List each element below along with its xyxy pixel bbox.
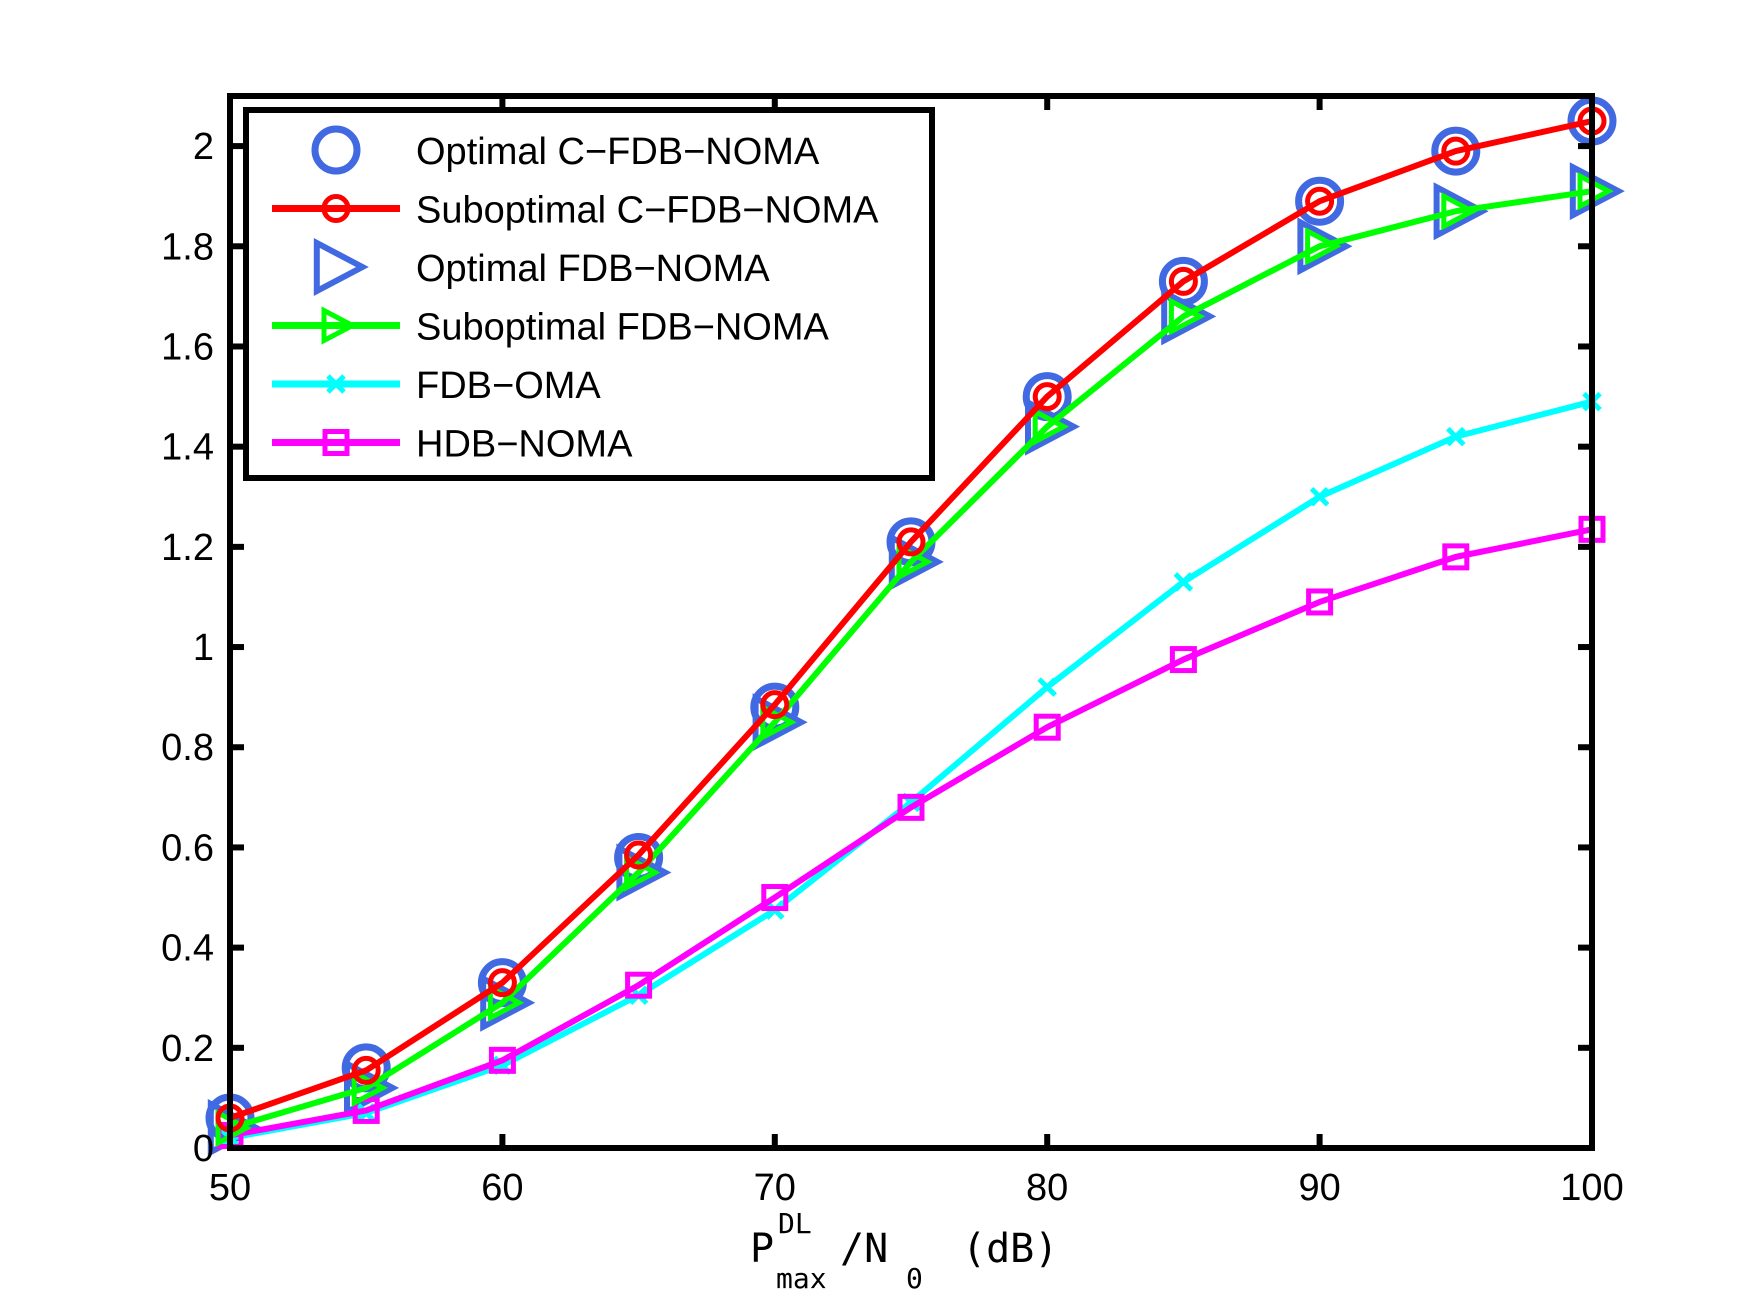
legend: Optimal C−FDB−NOMA Suboptimal C−FDB−NOMA O… bbox=[243, 107, 935, 481]
legend-marker bbox=[313, 238, 369, 296]
y-tick-label: 1.8 bbox=[161, 226, 214, 268]
series-1-point bbox=[1431, 126, 1481, 176]
series-3-point bbox=[1433, 182, 1489, 241]
legend-label: Optimal C−FDB−NOMA bbox=[416, 131, 820, 173]
legend-entry-2: Suboptimal C−FDB−NOMA bbox=[272, 190, 879, 232]
series-2-point bbox=[624, 840, 654, 870]
legend-entry-5: FDB−OMA bbox=[272, 365, 601, 407]
series-layer bbox=[205, 96, 1625, 1157]
legend-marker bbox=[321, 194, 351, 223]
legend-label: Suboptimal FDB−NOMA bbox=[416, 307, 830, 349]
y-tick-label: 0.4 bbox=[161, 928, 214, 970]
axes-layer: 50 60 70 80 90 100 0 0.2 0.4 0.6 0.8 1 1.2 1.4 1.6 1.8 2 bbox=[161, 93, 1624, 1209]
x-axis-label: P DL max /N 0 (dB) bbox=[750, 1207, 1058, 1295]
legend-box bbox=[243, 107, 935, 481]
series-2-point bbox=[896, 527, 926, 557]
legend-entry-6: HDB−NOMA bbox=[272, 424, 633, 466]
x-axis-label-superscript: DL bbox=[778, 1207, 812, 1240]
series-5-point bbox=[1037, 677, 1057, 697]
x-axis-label-unit: (dB) bbox=[962, 1226, 1058, 1272]
series-3-point bbox=[1025, 397, 1081, 456]
series-6-line bbox=[229, 526, 1593, 1139]
series-4-point bbox=[1168, 297, 1206, 336]
legend-label: Suboptimal C−FDB−NOMA bbox=[416, 190, 879, 232]
x-axis-label-subscript: max bbox=[776, 1262, 827, 1295]
y-tick-label: 0.8 bbox=[161, 727, 214, 769]
series-2-point bbox=[351, 1055, 381, 1085]
legend-marker bbox=[326, 374, 346, 394]
legend-label: FDB−OMA bbox=[416, 365, 601, 407]
series-4-point bbox=[1305, 227, 1342, 266]
plot-frame bbox=[227, 93, 1595, 1151]
series-6-point bbox=[761, 884, 789, 912]
series-2-line bbox=[229, 118, 1593, 1121]
series-5 bbox=[220, 391, 1602, 1148]
series-5-point bbox=[1309, 486, 1330, 507]
legend-marker bbox=[321, 306, 358, 345]
series-6-point bbox=[625, 971, 653, 999]
x-tick-label: 60 bbox=[481, 1167, 523, 1209]
x-tick-label: 90 bbox=[1298, 1167, 1340, 1209]
legend-entry-3: Optimal FDB−NOMA bbox=[313, 238, 770, 296]
series-1-point bbox=[1295, 176, 1345, 226]
series-6-point bbox=[1442, 543, 1470, 571]
x-tick-label: 100 bbox=[1560, 1167, 1623, 1209]
series-6-point bbox=[352, 1096, 380, 1124]
series-3-point bbox=[480, 973, 536, 1032]
y-tick-label: 0 bbox=[193, 1128, 214, 1170]
series-2-point bbox=[1441, 136, 1471, 166]
y-tick-label: 1 bbox=[193, 627, 214, 669]
x-tick-label: 80 bbox=[1026, 1167, 1068, 1209]
legend-entry-4: Suboptimal FDB−NOMA bbox=[272, 306, 830, 349]
x-tick-label: 70 bbox=[754, 1167, 796, 1209]
series-6-point bbox=[1306, 588, 1334, 616]
series-2-point bbox=[760, 690, 790, 720]
series-4-point bbox=[1032, 407, 1070, 446]
series-5-point bbox=[1446, 426, 1466, 447]
series-2-point bbox=[1305, 186, 1335, 216]
series-4-point bbox=[1441, 192, 1478, 231]
y-tick-label: 1.6 bbox=[161, 326, 214, 368]
x-axis-label-rest-subscript: 0 bbox=[906, 1262, 923, 1295]
series-6-point bbox=[488, 1046, 516, 1074]
legend-marker bbox=[311, 125, 361, 175]
x-tick-label: 50 bbox=[209, 1167, 251, 1209]
series-3-point bbox=[1161, 287, 1217, 346]
y-tick-label: 0.6 bbox=[161, 827, 214, 869]
series-4-line bbox=[229, 188, 1593, 1131]
y-tick-label: 1.4 bbox=[161, 427, 214, 469]
y-tick-label: 2 bbox=[193, 126, 214, 168]
series-6-point bbox=[897, 793, 925, 821]
y-tick-label: 0.2 bbox=[161, 1028, 214, 1070]
legend-entry-1: Optimal C−FDB−NOMA bbox=[311, 125, 820, 175]
legend-label: HDB−NOMA bbox=[416, 424, 633, 466]
series-6-point bbox=[1033, 713, 1061, 741]
x-axis-label-rest: /N bbox=[840, 1226, 888, 1272]
x-axis-label-main: P bbox=[750, 1226, 774, 1272]
series-6-point bbox=[1169, 646, 1197, 674]
series-6 bbox=[216, 515, 1606, 1149]
y-tick-label: 1.2 bbox=[161, 527, 214, 569]
series-2-point bbox=[1032, 382, 1062, 412]
series-5-point bbox=[1173, 572, 1194, 592]
legend-label: Optimal FDB−NOMA bbox=[416, 248, 770, 290]
legend-marker bbox=[322, 429, 350, 456]
series-2-point bbox=[487, 968, 517, 998]
series-2-point bbox=[1168, 266, 1198, 296]
series-3-point bbox=[1297, 217, 1353, 276]
